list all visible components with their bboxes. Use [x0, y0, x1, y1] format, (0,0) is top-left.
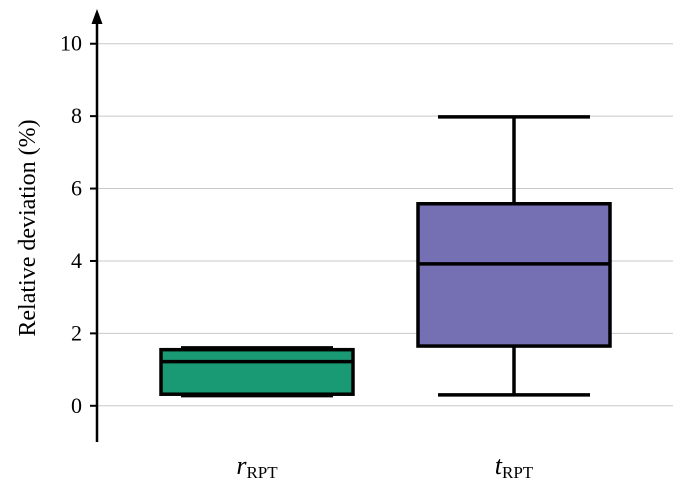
iqr-box [159, 347, 355, 396]
boxes [159, 115, 612, 398]
y-tick-label: 2 [71, 320, 82, 345]
y-tick-label: 0 [71, 393, 82, 418]
x-category-label: rRPT [236, 451, 278, 482]
category-labels: rRPT tRPT [236, 451, 533, 482]
grid-lines [97, 43, 673, 407]
box-r_RPT [159, 346, 355, 398]
y-tick-labels: 0 2 4 6 8 10 [60, 31, 97, 418]
y-axis-title: Relative deviation (%) [15, 119, 41, 336]
y-axis-arrow [91, 9, 103, 24]
y-tick-label: 8 [71, 103, 82, 128]
y-tick-label: 6 [71, 176, 82, 201]
y-tick-label: 10 [60, 31, 82, 56]
iqr-box [416, 202, 612, 348]
box-t_RPT [416, 115, 612, 397]
x-category-label: tRPT [495, 451, 534, 482]
y-tick-label: 4 [71, 248, 82, 273]
y-axis [91, 9, 103, 442]
